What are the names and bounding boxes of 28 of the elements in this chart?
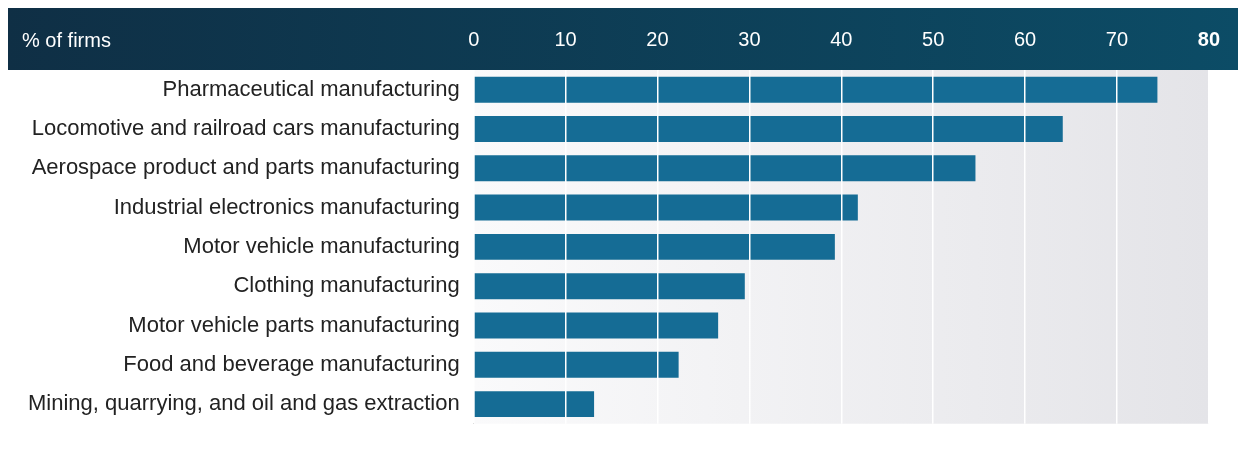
- bar: [474, 312, 719, 339]
- x-tick-label: 10: [554, 27, 577, 50]
- bar: [474, 155, 976, 182]
- x-axis-title: % of firms: [22, 28, 111, 51]
- bar: [474, 391, 595, 418]
- y-tick-label: Motor vehicle parts manufacturing: [128, 311, 460, 337]
- y-tick-label: Food and beverage manufacturing: [123, 350, 460, 376]
- y-tick-label: Mining, quarrying, and oil and gas extraction: [27, 390, 460, 416]
- y-tick-label: Aerospace product and parts manufacturing: [31, 154, 460, 180]
- x-tick-label: 30: [738, 27, 761, 50]
- y-tick-label: Clothing manufacturing: [233, 272, 460, 298]
- bar: [474, 194, 858, 221]
- x-tick-label: 40: [830, 27, 853, 50]
- bar: [474, 115, 1063, 142]
- bar: [474, 233, 835, 260]
- y-tick-label: Motor vehicle manufacturing: [183, 232, 460, 258]
- bar: [474, 76, 1158, 103]
- bar: [474, 351, 679, 378]
- x-tick-label: 80: [1197, 27, 1220, 50]
- y-tick-label: Locomotive and railroad cars manufacturing: [31, 115, 460, 141]
- x-tick-label: 60: [1013, 27, 1037, 50]
- x-tick-label: 70: [1105, 27, 1129, 50]
- y-tick-label: Industrial electronics manufacturing: [113, 193, 460, 219]
- x-tick-label: 20: [646, 27, 669, 50]
- x-tick-label: 50: [922, 27, 945, 50]
- x-tick-label: 0: [468, 27, 480, 50]
- y-tick-label: Pharmaceutical manufacturing: [162, 75, 460, 101]
- bar: [474, 273, 745, 300]
